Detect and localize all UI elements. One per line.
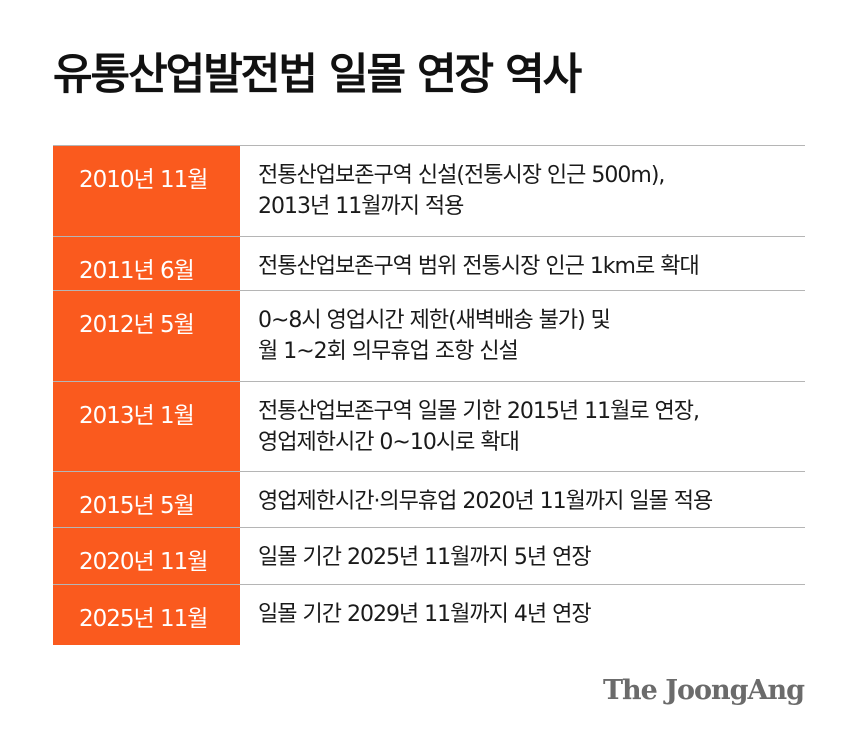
description-line: 2013년 11월까지 적용	[258, 194, 464, 219]
row-description: 전통산업보존구역 일몰 기한 2015년 11월로 연장, 영업제한시간 0~1…	[240, 382, 805, 471]
table-row: 2015년 5월 영업제한시간·의무휴업 2020년 11월까지 일몰 적용	[53, 472, 805, 528]
row-description: 전통산업보존구역 신설(전통시장 인근 500m), 2013년 11월까지 적…	[240, 146, 805, 236]
description-line: 일몰 기간 2029년 11월까지 4년 연장	[258, 602, 592, 627]
row-date: 2015년 5월	[53, 472, 240, 527]
table-row: 2020년 11월 일몰 기간 2025년 11월까지 5년 연장	[53, 528, 805, 585]
row-description: 전통산업보존구역 범위 전통시장 인근 1km로 확대	[240, 237, 805, 290]
row-date: 2011년 6월	[53, 237, 240, 290]
description-line: 영업제한시간 0~10시로 확대	[258, 430, 520, 455]
row-date: 2013년 1월	[53, 382, 240, 471]
row-description: 일몰 기간 2025년 11월까지 5년 연장	[240, 528, 805, 584]
table-row: 2011년 6월 전통산업보존구역 범위 전통시장 인근 1km로 확대	[53, 237, 805, 291]
description-line: 영업제한시간·의무휴업 2020년 11월까지 일몰 적용	[258, 489, 713, 514]
table-row: 2012년 5월 0~8시 영업시간 제한(새벽배송 불가) 및 월 1~2회 …	[53, 291, 805, 382]
row-date: 2010년 11월	[53, 146, 240, 236]
row-description: 0~8시 영업시간 제한(새벽배송 불가) 및 월 1~2회 의무휴업 조항 신…	[240, 291, 805, 381]
description-line: 전통산업보존구역 일몰 기한 2015년 11월로 연장,	[258, 399, 700, 424]
description-line: 0~8시 영업시간 제한(새벽배송 불가) 및	[258, 308, 611, 333]
row-description: 영업제한시간·의무휴업 2020년 11월까지 일몰 적용	[240, 472, 805, 527]
history-table: 2010년 11월 전통산업보존구역 신설(전통시장 인근 500m), 201…	[53, 145, 805, 645]
row-date: 2025년 11월	[53, 585, 240, 645]
publisher-logo: The JoongAng	[602, 675, 805, 706]
description-line: 전통산업보존구역 범위 전통시장 인근 1km로 확대	[258, 254, 700, 279]
row-date: 2012년 5월	[53, 291, 240, 381]
table-row: 2013년 1월 전통산업보존구역 일몰 기한 2015년 11월로 연장, 영…	[53, 382, 805, 472]
description-line: 전통산업보존구역 신설(전통시장 인근 500m),	[258, 163, 665, 188]
description-line: 일몰 기간 2025년 11월까지 5년 연장	[258, 545, 592, 570]
row-description: 일몰 기간 2029년 11월까지 4년 연장	[240, 585, 805, 645]
description-line: 월 1~2회 의무휴업 조항 신설	[258, 339, 519, 364]
table-row: 2025년 11월 일몰 기간 2029년 11월까지 4년 연장	[53, 585, 805, 645]
row-date: 2020년 11월	[53, 528, 240, 584]
page-title: 유통산업발전법 일몰 연장 역사	[53, 50, 582, 100]
table-row: 2010년 11월 전통산업보존구역 신설(전통시장 인근 500m), 201…	[53, 146, 805, 237]
